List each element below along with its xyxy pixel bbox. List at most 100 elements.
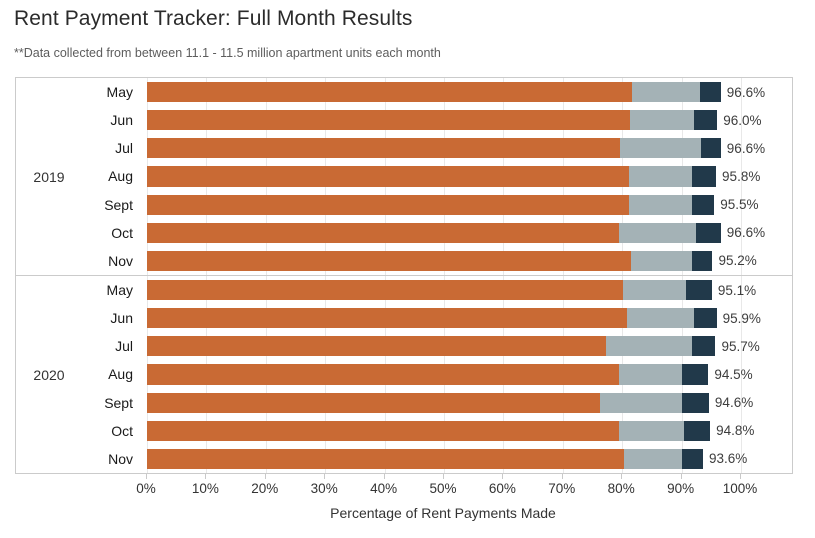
bar-segment-2[interactable] bbox=[629, 110, 695, 131]
bar-segment-2[interactable] bbox=[618, 420, 684, 441]
chart-area: 2019 May 96.6% Jun 96.0% Jul 96.6% Aug bbox=[15, 77, 793, 474]
bar-segment-1[interactable] bbox=[147, 194, 629, 215]
bar-segment-1[interactable] bbox=[147, 250, 632, 271]
bar-segment-1[interactable] bbox=[147, 110, 630, 131]
bar-segment-1[interactable] bbox=[147, 364, 619, 385]
month-label: Jul bbox=[115, 140, 133, 157]
stacked-bar bbox=[147, 448, 703, 469]
page-title: Rent Payment Tracker: Full Month Results bbox=[14, 7, 413, 30]
bar-segment-3[interactable] bbox=[694, 110, 718, 131]
bar-segment-2[interactable] bbox=[619, 138, 702, 159]
month-label: Oct bbox=[111, 422, 133, 439]
group-rows: May 96.6% Jun 96.0% Jul 96.6% Aug 95.8% bbox=[16, 78, 792, 275]
bar-segment-1[interactable] bbox=[147, 138, 620, 159]
bar-segment-1[interactable] bbox=[147, 280, 623, 301]
stacked-bar bbox=[147, 364, 709, 385]
stacked-bar bbox=[147, 308, 717, 329]
month-label: Aug bbox=[108, 366, 133, 383]
x-tick-label: 50% bbox=[429, 481, 457, 496]
bar-value-label: 95.1% bbox=[717, 282, 757, 298]
bar-segment-2[interactable] bbox=[622, 280, 686, 301]
stacked-bar bbox=[147, 166, 717, 187]
bar-value-label: 96.0% bbox=[723, 112, 762, 128]
bar-row: Jun 96.0% bbox=[16, 106, 792, 134]
month-label: Sept bbox=[104, 196, 133, 213]
x-tick-label: 100% bbox=[722, 481, 758, 496]
bar-segment-1[interactable] bbox=[147, 82, 632, 103]
month-label: May bbox=[106, 84, 133, 101]
bar-segment-3[interactable] bbox=[691, 250, 713, 271]
bar-segment-1[interactable] bbox=[147, 308, 627, 329]
bar-value-label: 96.6% bbox=[726, 140, 766, 156]
bar-segment-3[interactable] bbox=[694, 308, 717, 329]
bar-row: Jul 96.6% bbox=[16, 134, 792, 162]
bar-segment-3[interactable] bbox=[695, 222, 721, 243]
stacked-bar bbox=[147, 138, 721, 159]
bar-row: May 95.1% bbox=[16, 276, 792, 304]
bar-value-label: 95.9% bbox=[722, 310, 761, 326]
month-label: Sept bbox=[104, 394, 133, 411]
bar-segment-3[interactable] bbox=[685, 280, 712, 301]
x-tick-label: 60% bbox=[488, 481, 516, 496]
x-tick-mark bbox=[502, 474, 504, 479]
bar-segment-3[interactable] bbox=[683, 420, 711, 441]
x-tick-mark bbox=[561, 474, 563, 479]
bar-segment-2[interactable] bbox=[623, 448, 682, 469]
x-tick-mark bbox=[680, 474, 682, 479]
bar-segment-2[interactable] bbox=[628, 166, 692, 187]
x-tick-label: 10% bbox=[191, 481, 219, 496]
x-tick-label: 90% bbox=[667, 481, 695, 496]
x-tick-mark bbox=[383, 474, 385, 479]
bar-value-label: 94.8% bbox=[716, 423, 755, 439]
stacked-bar bbox=[147, 420, 711, 441]
bar-segment-1[interactable] bbox=[147, 222, 619, 243]
bar-row: Nov 93.6% bbox=[16, 445, 792, 473]
year-label: 2019 bbox=[33, 168, 65, 185]
year-group: 2019 May 96.6% Jun 96.0% Jul 96.6% Aug bbox=[16, 78, 792, 275]
x-tick-label: 40% bbox=[370, 481, 398, 496]
bar-segment-2[interactable] bbox=[605, 336, 692, 357]
bar-segment-3[interactable] bbox=[691, 194, 715, 215]
bar-segment-3[interactable] bbox=[681, 392, 709, 413]
month-label: Jun bbox=[110, 112, 133, 129]
x-tick-label: 0% bbox=[136, 481, 156, 496]
x-tick-mark bbox=[324, 474, 326, 479]
stacked-bar bbox=[147, 336, 716, 357]
month-label: Nov bbox=[108, 450, 133, 467]
group-rows: May 95.1% Jun 95.9% Jul 95.7% Aug 94.5% bbox=[16, 276, 792, 473]
bar-segment-2[interactable] bbox=[631, 82, 700, 103]
bar-segment-2[interactable] bbox=[618, 222, 696, 243]
bar-segment-1[interactable] bbox=[147, 420, 619, 441]
bar-segment-2[interactable] bbox=[631, 250, 692, 271]
bar-segment-2[interactable] bbox=[626, 308, 695, 329]
month-label: Oct bbox=[111, 224, 133, 241]
month-label: Nov bbox=[108, 252, 133, 269]
bar-segment-3[interactable] bbox=[681, 448, 703, 469]
bar-segment-2[interactable] bbox=[628, 194, 692, 215]
x-axis: 0% 10% 20% 30% 40% 50% 60% 70% 80% 90% 100% bbox=[15, 474, 793, 500]
month-label: May bbox=[106, 282, 133, 299]
bar-segment-3[interactable] bbox=[681, 364, 709, 385]
bar-segment-2[interactable] bbox=[600, 392, 682, 413]
bar-row: Oct 96.6% bbox=[16, 219, 792, 247]
bar-segment-1[interactable] bbox=[147, 336, 606, 357]
bar-segment-1[interactable] bbox=[147, 448, 624, 469]
stacked-bar bbox=[147, 250, 713, 271]
bar-segment-3[interactable] bbox=[691, 166, 717, 187]
x-tick-mark bbox=[443, 474, 444, 479]
bar-segment-3[interactable] bbox=[691, 336, 716, 357]
bar-row: Jun 95.9% bbox=[16, 304, 792, 332]
bar-row: Jul 95.7% bbox=[16, 332, 792, 360]
bar-segment-1[interactable] bbox=[147, 392, 601, 413]
bar-segment-3[interactable] bbox=[701, 138, 721, 159]
x-tick-mark bbox=[621, 474, 623, 479]
bar-segment-1[interactable] bbox=[147, 166, 629, 187]
bar-value-label: 93.6% bbox=[708, 451, 748, 467]
x-tick-mark bbox=[264, 474, 266, 479]
stacked-bar bbox=[147, 194, 715, 215]
bar-segment-2[interactable] bbox=[618, 364, 682, 385]
bar-row: Nov 95.2% bbox=[16, 247, 792, 275]
page-subtitle: **Data collected from between 11.1 - 11.… bbox=[14, 46, 441, 60]
bar-segment-3[interactable] bbox=[700, 82, 721, 103]
